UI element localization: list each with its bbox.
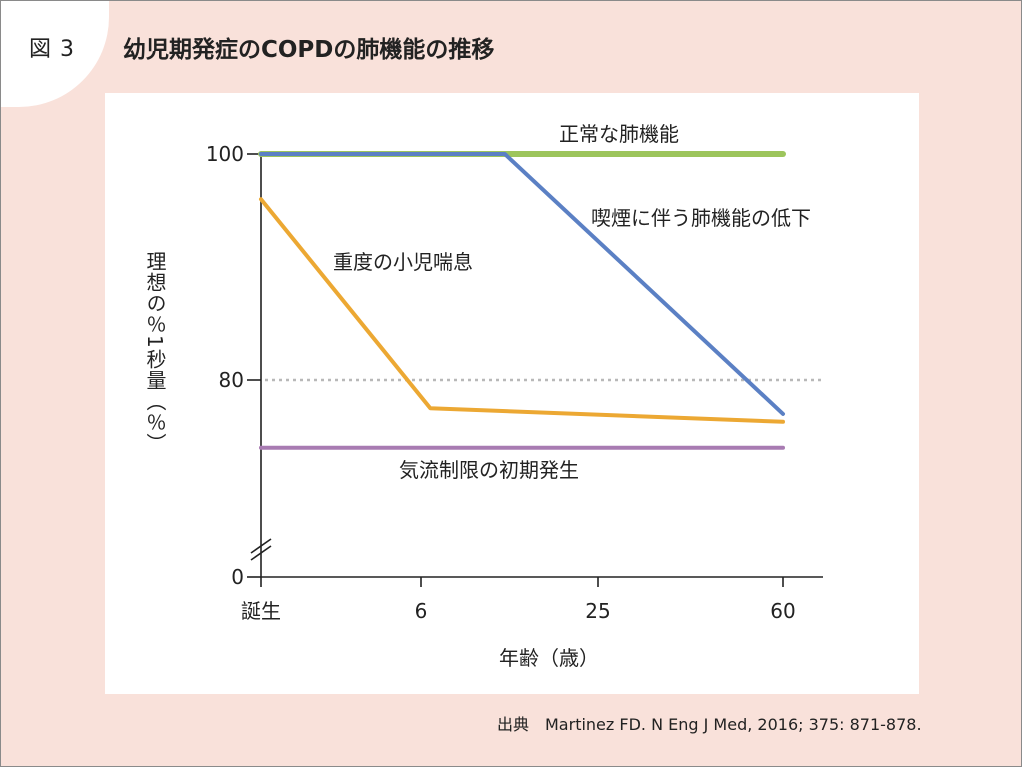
x-tick-label: 60 [770, 599, 795, 623]
y-tick-label: 80 [219, 368, 244, 392]
axes [250, 154, 823, 578]
x-axis-label: 年齢（歳） [499, 646, 599, 670]
x-tick-label: 25 [585, 599, 610, 623]
figure-number: 図 3 [29, 37, 75, 62]
y-tick-label: 0 [231, 565, 244, 589]
chart-panel [105, 93, 919, 694]
figure-title: 幼児期発症のCOPDの肺機能の推移 [123, 37, 495, 63]
series-line-2 [259, 197, 785, 424]
y-axis-label: 理想の％1秒量（％） [143, 251, 167, 454]
axis-ticks: 0 80 100 誕生 6 25 60 [206, 142, 796, 623]
series-line-1 [259, 152, 785, 416]
x-tick-label: 誕生 [241, 599, 281, 623]
source-citation: 出典 Martinez FD. N Eng J Med, 2016; 375: … [497, 715, 922, 734]
series-label-normal: 正常な肺機能 [559, 122, 679, 146]
y-tick-label: 100 [206, 142, 244, 166]
series-lines [258, 151, 786, 450]
series-label-early-limitation: 気流制限の初期発生 [399, 458, 579, 482]
series-labels: 正常な肺機能 喫煙に伴う肺機能の低下 重度の小児喘息 気流制限の初期発生 [333, 122, 811, 482]
y-axis-break-icon [250, 538, 272, 561]
series-label-asthma: 重度の小児喘息 [333, 250, 473, 274]
series-label-smoking: 喫煙に伴う肺機能の低下 [591, 206, 811, 230]
x-tick-label: 6 [415, 599, 428, 623]
